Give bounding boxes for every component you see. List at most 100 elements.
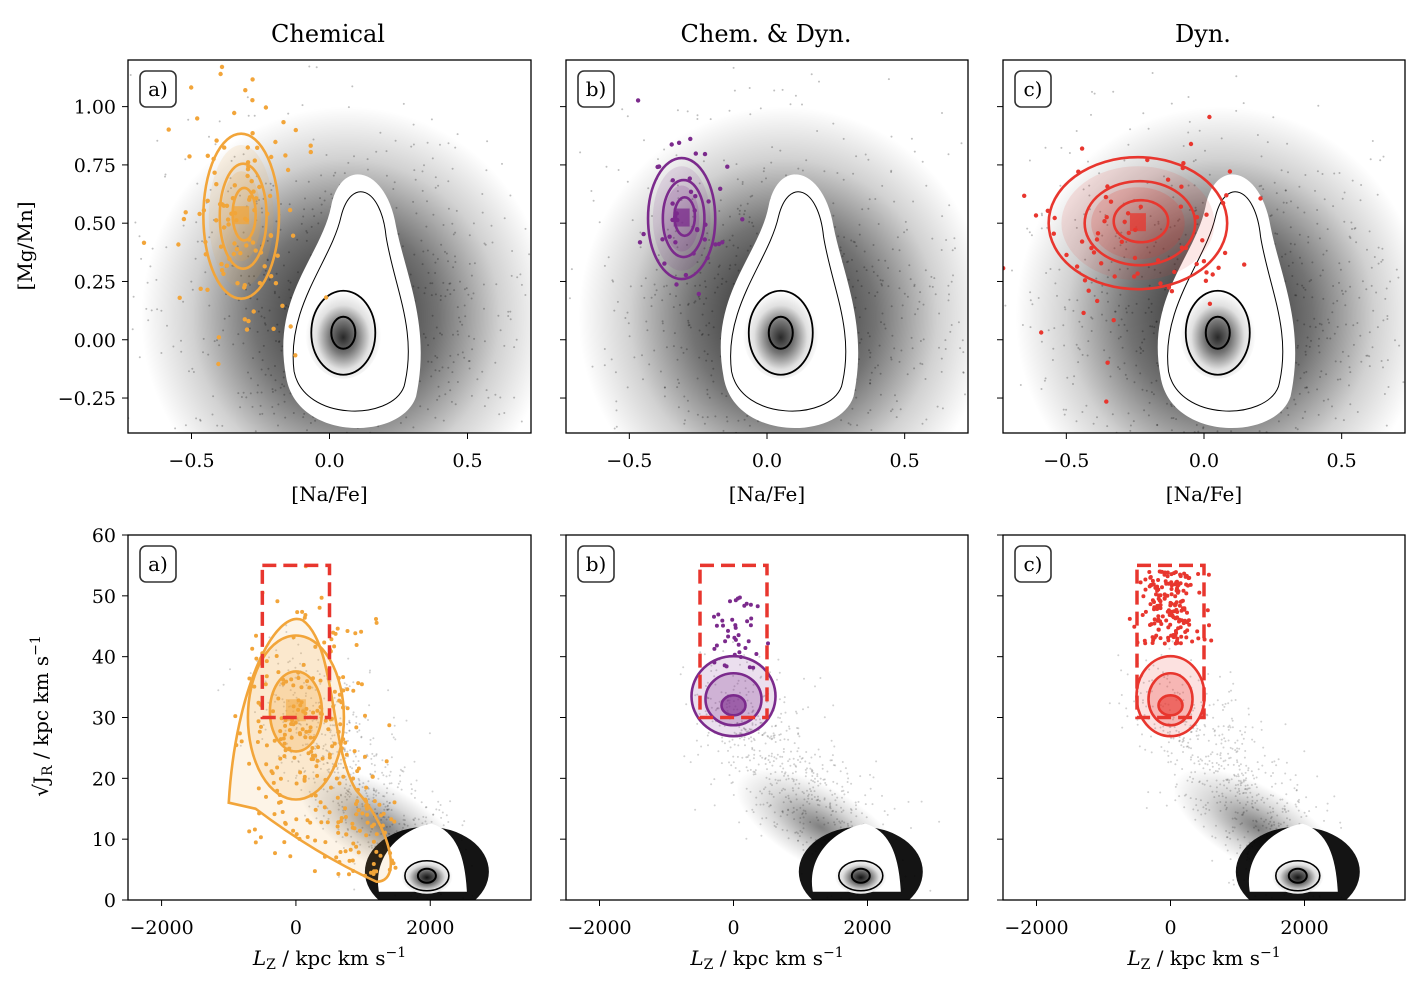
background-point — [772, 734, 775, 737]
background-point — [694, 434, 696, 436]
selected-contour — [231, 186, 257, 242]
panel-tag-bottom-b: b) — [577, 545, 615, 583]
background-point — [639, 231, 642, 234]
selected-point — [317, 605, 322, 610]
background-point — [1368, 230, 1371, 233]
background-point — [973, 310, 975, 312]
background-point — [921, 363, 924, 366]
background-point — [694, 284, 697, 287]
background-point — [452, 333, 454, 336]
background-point — [678, 304, 681, 306]
background-point — [180, 350, 183, 353]
background-point — [1320, 323, 1323, 326]
background-point — [902, 434, 904, 436]
background-point — [739, 732, 742, 735]
background-point — [379, 131, 382, 134]
background-point — [853, 241, 856, 244]
background-point — [1227, 752, 1230, 755]
background-point — [743, 738, 746, 741]
background-point — [781, 755, 784, 758]
background-point — [503, 217, 506, 220]
background-point — [1292, 481, 1294, 483]
background-point — [390, 782, 393, 785]
background-point — [1273, 760, 1276, 763]
selected-point — [1138, 204, 1144, 209]
background-point — [249, 672, 252, 675]
background-point — [1202, 426, 1205, 429]
background-point — [1132, 420, 1135, 423]
background-point — [1096, 416, 1098, 419]
background-point — [1152, 332, 1155, 335]
background-point — [463, 356, 466, 359]
background-point — [716, 286, 719, 289]
background-point — [1344, 290, 1347, 293]
selected-point — [730, 617, 735, 622]
background-point — [877, 364, 879, 367]
background-point — [334, 171, 337, 174]
background-point — [893, 200, 896, 203]
background-point — [1101, 291, 1103, 294]
background-point — [233, 522, 235, 524]
background-point — [874, 295, 877, 297]
background-point — [760, 544, 762, 546]
background-point — [234, 440, 236, 442]
background-point — [1097, 434, 1099, 436]
selected-point — [197, 211, 202, 217]
background-point — [972, 184, 974, 186]
background-point — [427, 271, 430, 274]
background-point — [1140, 347, 1142, 350]
background-point — [1296, 319, 1299, 322]
background-point — [498, 413, 501, 416]
background-point — [696, 377, 699, 380]
selected-point — [255, 145, 260, 150]
background-point — [1275, 192, 1278, 195]
background-point — [147, 455, 149, 457]
background-point — [858, 316, 861, 319]
background-point — [735, 732, 738, 735]
background-point — [685, 703, 688, 706]
background-contour — [1204, 315, 1231, 350]
background-point — [1093, 294, 1096, 297]
background-point — [922, 338, 925, 341]
background-point — [725, 395, 728, 398]
background-point — [468, 262, 471, 265]
background-point — [823, 170, 826, 173]
background-point — [867, 332, 870, 334]
selected-contour — [673, 195, 697, 238]
background-point — [1163, 455, 1165, 457]
background-point — [864, 803, 867, 806]
background-point — [543, 393, 545, 395]
background-point — [901, 304, 904, 307]
selected-point — [300, 727, 305, 732]
background-point — [849, 512, 851, 514]
background-point — [311, 686, 314, 689]
panels: −0.5 0.0 0.5[Na/Fe]1.000.750.500.250.00−0.… — [58, 59, 1406, 973]
background-point — [245, 307, 248, 310]
background-point — [1385, 424, 1388, 427]
selected-point — [714, 623, 719, 628]
background-point — [759, 676, 762, 679]
background-point — [641, 354, 643, 357]
selected-point — [292, 755, 297, 760]
background-point — [247, 282, 250, 285]
background-point — [823, 516, 825, 518]
background-point — [1049, 268, 1052, 270]
selected-point — [141, 240, 147, 245]
background-point — [706, 353, 709, 356]
selected-point — [275, 253, 280, 258]
x-tick-label: 0.0 — [1189, 450, 1219, 472]
background-point — [732, 674, 735, 677]
background-point — [426, 200, 428, 203]
background-point — [1117, 366, 1120, 369]
background-point — [746, 415, 749, 417]
selected-point — [1119, 239, 1125, 244]
background-point — [783, 696, 786, 699]
background-point — [1328, 321, 1330, 324]
background-point — [410, 788, 413, 791]
background-point — [713, 277, 716, 280]
background-point — [735, 255, 738, 257]
background-point — [1321, 329, 1324, 332]
selected-point — [1204, 270, 1209, 275]
selected-point — [264, 674, 269, 679]
background-point — [324, 516, 326, 518]
